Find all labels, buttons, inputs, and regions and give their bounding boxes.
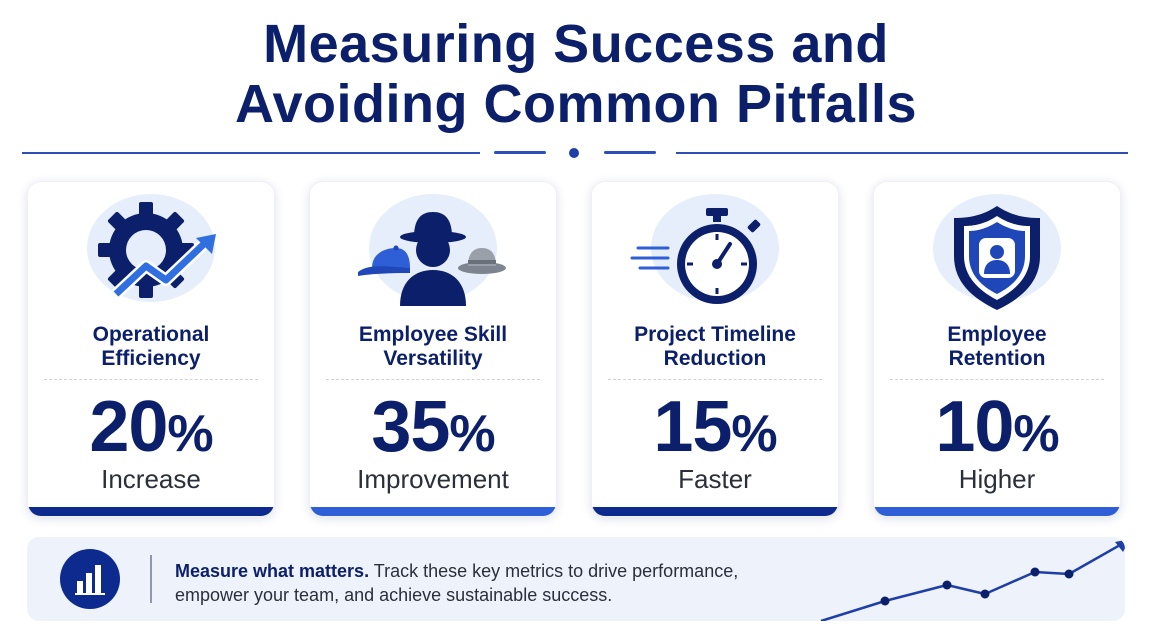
metric-unit: % xyxy=(449,405,495,463)
metric-value: 20% xyxy=(28,388,274,473)
metric-value: 15% xyxy=(592,388,838,473)
footer-message-line-1: Measure what matters. Track these key me… xyxy=(175,559,815,583)
title-line-1: Measuring Success and xyxy=(263,14,889,74)
metric-label-line-2: Retention xyxy=(948,347,1046,370)
footer-body-2: empower your team, and achieve sustainab… xyxy=(175,585,613,605)
metric-label-line-2: Efficiency xyxy=(101,347,201,370)
metric-caption: Improvement xyxy=(357,464,509,494)
footer-divider xyxy=(150,555,152,603)
bar-chart-icon xyxy=(75,565,105,595)
card-accent-bar xyxy=(28,507,274,516)
metric-caption: Increase xyxy=(101,464,201,494)
metric-label: Employee Retention xyxy=(874,323,1120,371)
gear-growth-arrow-icon xyxy=(98,202,216,299)
metric-card-timeline-reduction: Project Timeline Reduction 15% Faster xyxy=(591,181,839,517)
metric-caption: Faster xyxy=(678,464,752,494)
card-separator xyxy=(608,379,822,380)
metric-unit: % xyxy=(167,405,213,463)
title-divider-left xyxy=(22,152,480,154)
title-divider-dash xyxy=(494,151,546,154)
metric-label-line-1: Employee Skill xyxy=(358,323,508,346)
metric-caption: Higher xyxy=(958,464,1036,494)
metric-number: 35 xyxy=(371,387,450,467)
metric-label: Operational Efficiency xyxy=(28,323,274,371)
footer-body-1: Track these key metrics to drive perform… xyxy=(369,561,739,581)
shield-person-icon xyxy=(954,206,1040,310)
metric-value: 10% xyxy=(874,388,1120,473)
title-divider-dot xyxy=(569,148,579,158)
card-separator xyxy=(326,379,540,380)
card-accent-bar xyxy=(874,507,1120,516)
title-line-2: Avoiding Common Pitfalls xyxy=(234,74,918,134)
stopwatch-icon xyxy=(630,208,761,304)
card-accent-bar xyxy=(310,507,556,516)
metric-label-line-2: Versatility xyxy=(383,347,483,370)
metric-value: 35% xyxy=(310,388,556,473)
card-separator xyxy=(890,379,1104,380)
title-divider-right xyxy=(676,152,1128,154)
metric-label-line-1: Operational xyxy=(92,323,210,346)
footer-icon-badge xyxy=(60,549,120,609)
title-divider-dash xyxy=(604,151,656,154)
page-title: Measuring Success and Avoiding Common Pi… xyxy=(0,14,1152,134)
footer-headline: Measure what matters. xyxy=(175,561,370,581)
metric-number: 10 xyxy=(935,387,1014,467)
footer-banner: Measure what matters. Track these key me… xyxy=(27,537,1125,621)
metric-card-skill-versatility: Employee Skill Versatility 35% Improveme… xyxy=(309,181,557,517)
card-separator xyxy=(44,379,258,380)
multiple-hats-icon xyxy=(358,212,506,306)
metric-label-line-1: Project Timeline xyxy=(634,323,796,346)
metric-number: 20 xyxy=(89,387,168,467)
metric-card-operational-efficiency: Operational Efficiency 20% Increase xyxy=(27,181,275,517)
metric-label-line-2: Reduction xyxy=(663,347,767,370)
metric-unit: % xyxy=(731,405,777,463)
metric-number: 15 xyxy=(653,387,732,467)
metric-label-line-1: Employee xyxy=(947,323,1047,346)
upward-trend-line-icon xyxy=(820,540,1125,621)
metric-card-employee-retention: Employee Retention 10% Higher xyxy=(873,181,1121,517)
card-accent-bar xyxy=(592,507,838,516)
footer-message: Measure what matters. Track these key me… xyxy=(175,559,815,607)
metric-label: Employee Skill Versatility xyxy=(310,323,556,371)
metric-unit: % xyxy=(1013,405,1059,463)
metric-label: Project Timeline Reduction xyxy=(592,323,838,371)
